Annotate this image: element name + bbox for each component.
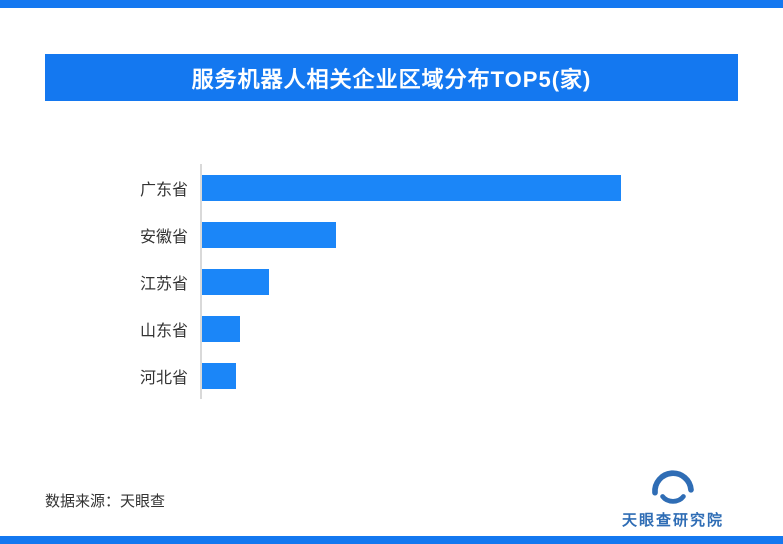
bar-row: 安徽省 <box>45 211 738 258</box>
bar <box>202 362 236 389</box>
bar <box>202 268 269 295</box>
category-label: 河北省 <box>139 369 188 387</box>
chart-title: 服务机器人相关企业区域分布TOP5(家) <box>191 66 592 92</box>
brand-block: 天眼查研究院 <box>608 469 738 530</box>
category-label: 安徽省 <box>139 228 188 246</box>
bar-row: 河北省 <box>45 352 738 399</box>
category-label: 江苏省 <box>139 275 188 293</box>
title-banner: 服务机器人相关企业区域分布TOP5(家) <box>45 54 738 101</box>
bar-track <box>200 352 738 399</box>
top-border-strip <box>0 0 783 8</box>
bar-track <box>200 258 738 305</box>
bar <box>202 315 240 342</box>
bar-track <box>200 211 738 258</box>
tianyancha-eye-icon <box>608 469 738 505</box>
category-label: 山东省 <box>139 322 188 340</box>
bottom-border-strip <box>0 536 783 544</box>
category-label: 广东省 <box>139 181 188 199</box>
bar <box>202 174 621 201</box>
bar-rows: 广东省安徽省江苏省山东省河北省 <box>45 164 738 399</box>
bar <box>202 221 336 248</box>
data-source-note: 数据来源：天眼查 <box>45 493 166 510</box>
bar-row: 江苏省 <box>45 258 738 305</box>
bar-row: 山东省 <box>45 305 738 352</box>
bar-row: 广东省 <box>45 164 738 211</box>
bar-track <box>200 164 738 211</box>
bar-chart: 广东省安徽省江苏省山东省河北省 <box>45 164 738 399</box>
brand-name: 天眼查研究院 <box>621 512 724 529</box>
bar-track <box>200 305 738 352</box>
